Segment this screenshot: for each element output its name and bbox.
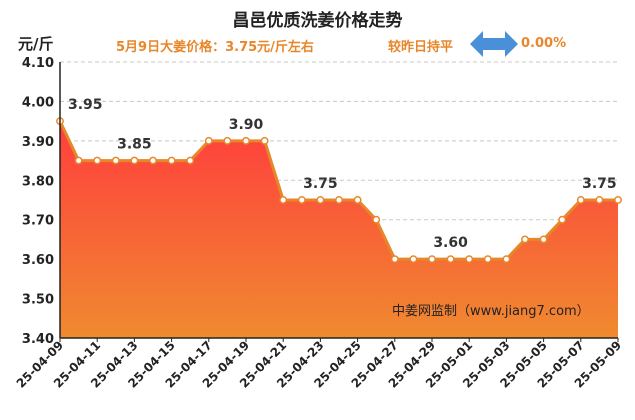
- data-point: [167, 156, 176, 165]
- data-point: [260, 136, 269, 145]
- data-point: [483, 255, 492, 264]
- data-label: 3.95: [68, 97, 103, 113]
- data-label: 3.75: [303, 176, 338, 192]
- data-point: [93, 156, 102, 165]
- y-tick-label: 3.70: [22, 214, 54, 229]
- data-point: [521, 235, 529, 244]
- y-tick-label: 4.00: [22, 95, 54, 110]
- data-point: [558, 215, 567, 224]
- price-area: [60, 121, 618, 339]
- data-point: [335, 196, 343, 204]
- y-tick-label: 3.80: [22, 174, 54, 189]
- data-point: [539, 235, 548, 244]
- y-tick-label: 4.10: [22, 56, 54, 71]
- data-point: [372, 215, 381, 224]
- y-tick-label: 3.40: [22, 332, 54, 347]
- y-tick-label: 3.50: [22, 293, 54, 308]
- data-point: [576, 196, 585, 204]
- data-point: [614, 196, 622, 204]
- y-axis-unit: 元/斤: [18, 35, 54, 53]
- data-point: [446, 255, 455, 264]
- data-point: [353, 196, 362, 204]
- compare-value: 0.00%: [521, 36, 567, 51]
- watermark: 中姜网监制（www.jiang7.com）: [392, 304, 590, 319]
- data-point: [409, 255, 418, 264]
- y-tick-label: 3.60: [22, 253, 54, 268]
- data-point: [74, 156, 83, 165]
- data-label: 3.60: [433, 235, 468, 251]
- data-point: [279, 196, 288, 204]
- data-point: [316, 196, 325, 204]
- data-point: [595, 196, 604, 204]
- data-point: [428, 255, 436, 264]
- left-right-arrow-icon: [470, 31, 518, 57]
- data-label: 3.90: [229, 117, 264, 133]
- data-point: [149, 156, 157, 165]
- data-point: [242, 136, 250, 145]
- data-point: [111, 156, 120, 165]
- data-point: [390, 255, 399, 264]
- data-point: [297, 196, 306, 204]
- y-tick-label: 3.90: [22, 135, 54, 150]
- chart-title: 昌邑优质洗姜价格走势: [232, 11, 403, 31]
- data-point: [130, 156, 139, 165]
- price-subtitle: 5月9日大姜价格：3.75元/斤左右: [116, 40, 314, 55]
- data-point: [186, 156, 195, 165]
- data-point: [465, 255, 474, 264]
- data-point: [502, 255, 511, 264]
- data-point: [204, 136, 213, 145]
- compare-label: 较昨日持平: [388, 40, 454, 55]
- data-label: 3.75: [582, 176, 617, 192]
- data-label: 3.85: [117, 137, 152, 153]
- data-point: [223, 136, 232, 145]
